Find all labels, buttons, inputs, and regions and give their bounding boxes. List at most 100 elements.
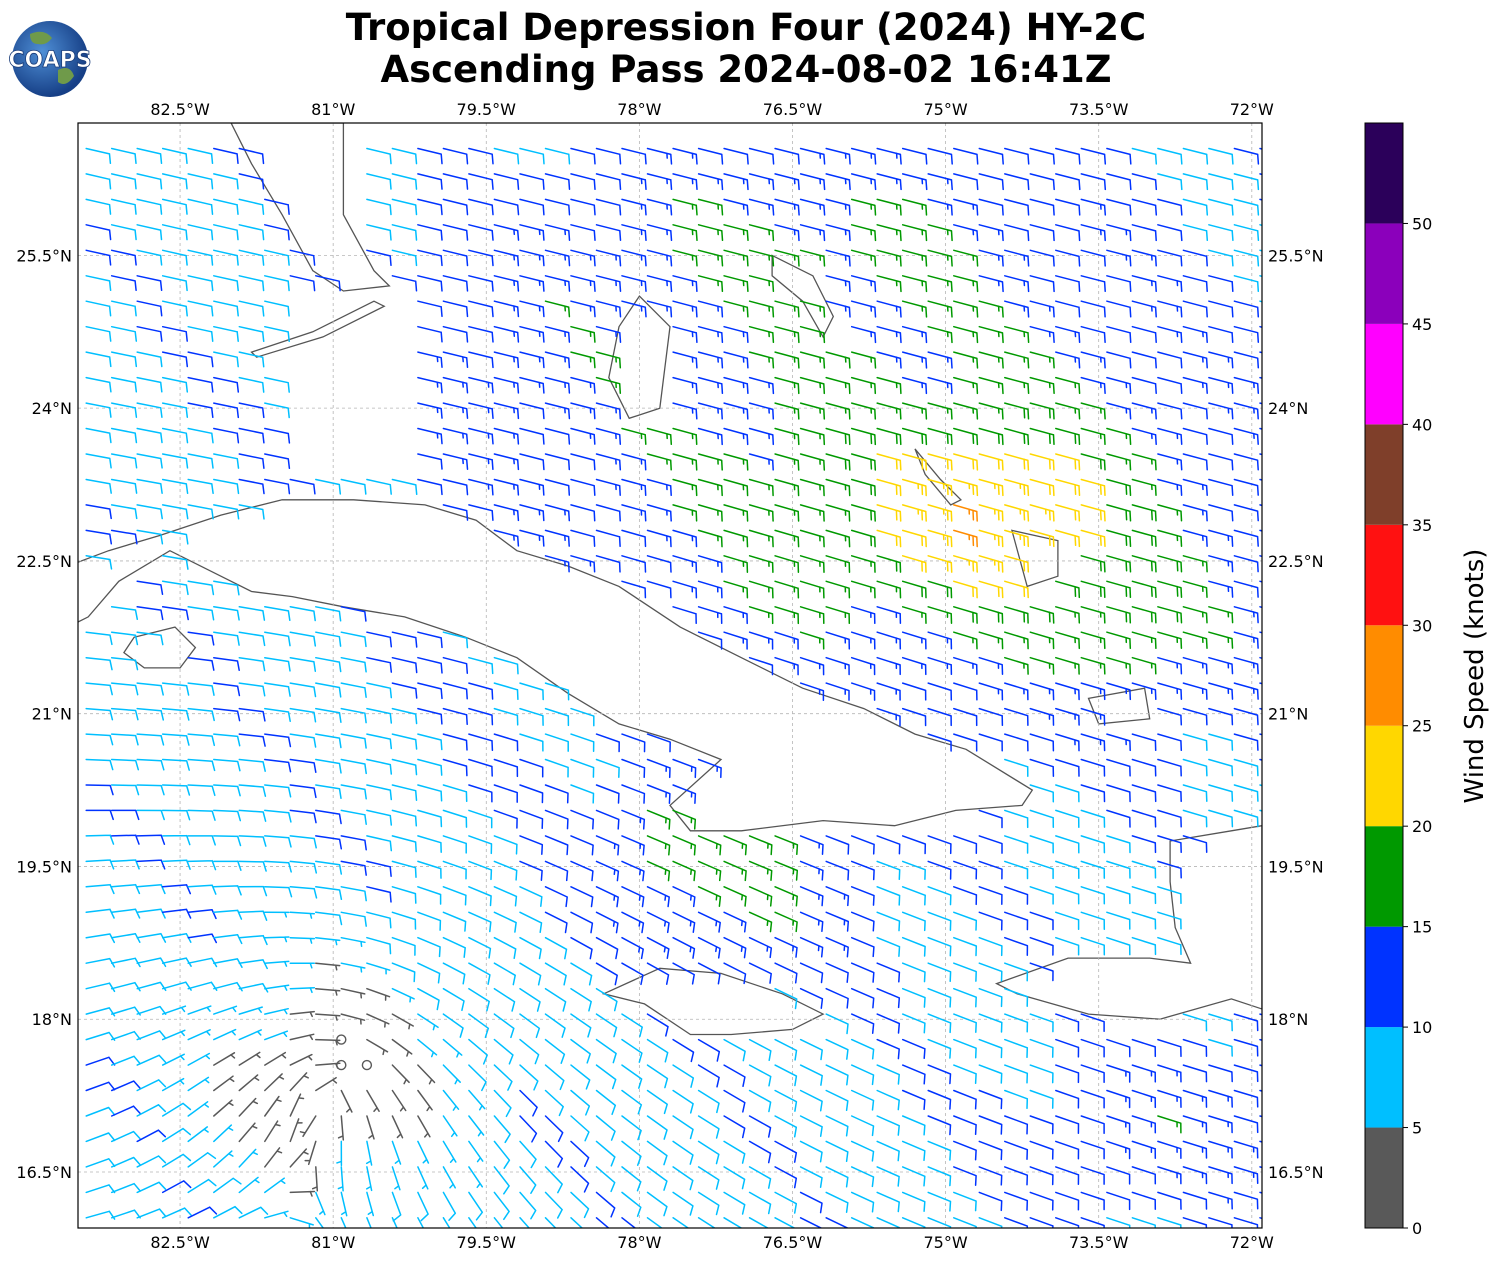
wind-barb	[1233, 555, 1259, 573]
wind-barb	[825, 402, 851, 420]
wind-barb	[978, 504, 1004, 522]
wind-barb	[1233, 809, 1259, 828]
wind-barb	[136, 1208, 167, 1219]
wind-barb	[519, 351, 545, 369]
wind-barb	[1106, 555, 1132, 573]
wind-barb	[468, 911, 492, 933]
wind-barb	[213, 809, 242, 822]
wind-barb	[723, 936, 747, 959]
wind-barb	[570, 325, 596, 343]
wind-barb	[264, 809, 292, 823]
wind-barb	[1004, 173, 1030, 191]
wind-barb	[697, 860, 722, 882]
wind-barb	[1182, 224, 1209, 242]
wind-barb	[697, 1191, 720, 1216]
wind-barb	[289, 733, 317, 748]
wind-barb	[774, 580, 800, 599]
wind-barb	[1080, 911, 1106, 930]
wind-barb	[901, 580, 927, 599]
wind-barb	[672, 1191, 694, 1216]
wind-barb	[953, 325, 979, 344]
wind-barb	[442, 835, 467, 854]
wind-barb	[289, 962, 316, 969]
wind-barb	[442, 860, 467, 880]
wind-barb	[1259, 147, 1262, 150]
wind-barb	[1233, 300, 1260, 318]
wind-barb	[442, 147, 469, 165]
wind-barb	[110, 1130, 141, 1143]
wind-barb	[1004, 249, 1030, 267]
wind-barb	[570, 1038, 591, 1064]
wind-barb	[774, 224, 800, 242]
wind-barb	[417, 758, 443, 776]
wind-barb	[493, 1217, 504, 1228]
wind-barb	[1208, 478, 1234, 496]
wind-barb	[417, 936, 441, 958]
wind-barb	[1004, 147, 1030, 165]
wind-barb	[901, 1217, 926, 1228]
wind-barb	[927, 249, 953, 267]
wind-barb	[1182, 1140, 1208, 1159]
wind-barb	[1182, 555, 1208, 573]
wind-barb	[1259, 631, 1262, 634]
wind-barb	[493, 835, 518, 855]
wind-barb	[1233, 198, 1260, 216]
wind-barb	[340, 478, 367, 495]
wind-barb	[1182, 733, 1208, 751]
wind-barb	[264, 758, 292, 773]
wind-barb	[1182, 606, 1208, 624]
wind-barb	[723, 1038, 746, 1062]
wind-barb	[1080, 1191, 1105, 1211]
wind-barb	[927, 987, 952, 1008]
wind-barb	[391, 784, 418, 801]
wind-barb	[697, 325, 724, 344]
wind-barb	[774, 173, 800, 191]
wind-barb	[697, 453, 723, 471]
wind-barb	[544, 300, 571, 318]
wind-barb	[340, 682, 367, 698]
wind-barb	[468, 1064, 487, 1092]
wind-barb	[340, 886, 367, 902]
wind-barb	[876, 453, 902, 471]
wind-barb	[953, 427, 979, 446]
wind-barb	[697, 1064, 720, 1088]
wind-barb	[136, 427, 163, 444]
wind-barb	[672, 249, 698, 267]
wind-barb	[110, 1055, 141, 1066]
wind-barb	[1131, 1217, 1156, 1228]
wind-barb	[953, 886, 978, 906]
wind-barb	[468, 886, 492, 907]
wind-barb	[672, 606, 697, 625]
wind-barb	[1131, 173, 1158, 191]
lon-tick-label-bottom: 75°W	[923, 1233, 967, 1252]
wind-barb	[595, 478, 621, 496]
lon-tick-label-top: 75°W	[923, 100, 967, 119]
wind-barb	[264, 1177, 286, 1194]
wind-barb	[927, 1089, 952, 1110]
wind-barb	[238, 249, 265, 266]
wind-barb	[1029, 936, 1054, 956]
land-florida-keys	[250, 300, 386, 358]
wind-barb	[85, 908, 115, 919]
wind-barb	[468, 784, 493, 803]
wind-barb	[110, 834, 140, 845]
wind-barb	[1080, 1089, 1105, 1109]
wind-barb	[238, 1006, 263, 1015]
wind-barb	[110, 504, 138, 520]
wind-barb	[315, 1076, 338, 1092]
globe-land-shape	[30, 31, 74, 84]
wind-barb	[876, 249, 902, 267]
colorbar-tick-label: 45	[1412, 315, 1432, 334]
wind-barb	[595, 1038, 617, 1064]
wind-barb	[1208, 758, 1234, 777]
wind-barb	[621, 936, 644, 960]
wind-barb	[978, 555, 1004, 573]
wind-barb	[1208, 275, 1234, 293]
wind-barb	[1080, 580, 1106, 599]
wind-barb	[187, 453, 214, 469]
wind-barb	[672, 886, 696, 908]
wind-barb	[366, 886, 392, 903]
wind-barb	[85, 1132, 116, 1143]
wind-barb	[1233, 529, 1259, 547]
wind-barb	[161, 1180, 192, 1194]
